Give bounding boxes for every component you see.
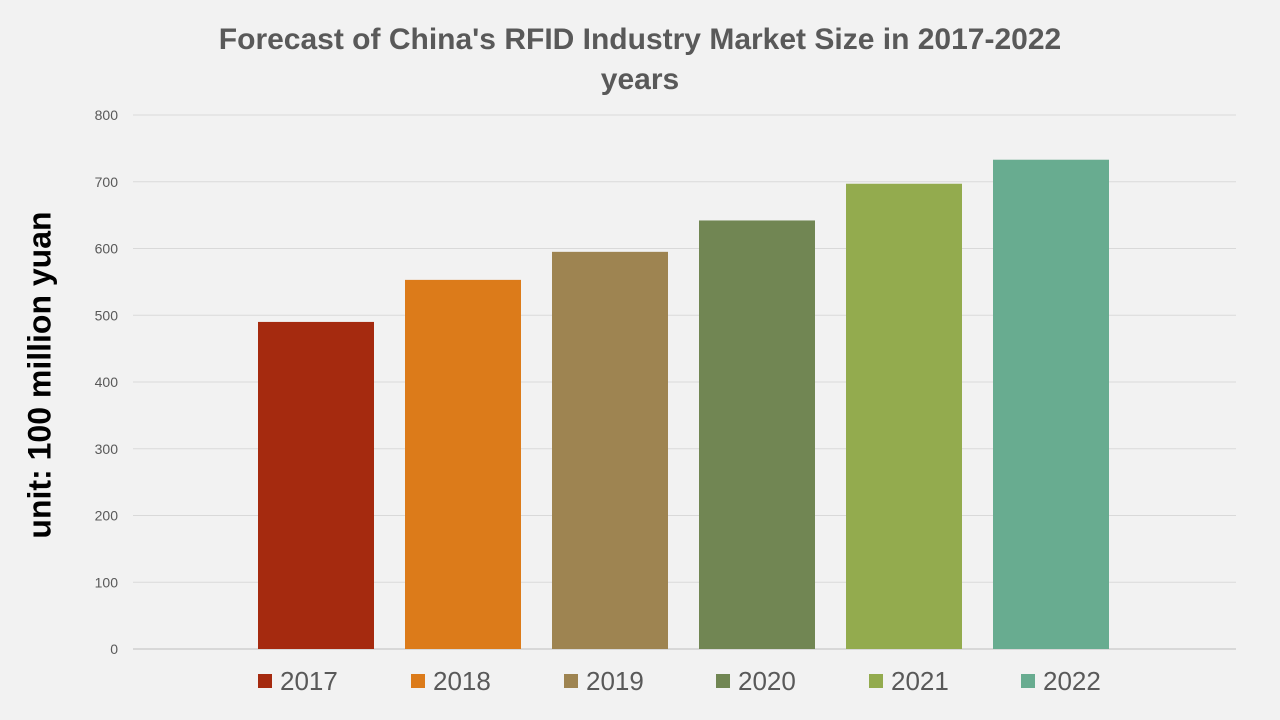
- legend-swatch-2019: [564, 674, 578, 688]
- chart-title: Forecast of China's RFID Industry Market…: [140, 20, 1140, 100]
- y-tick-label: 500: [95, 307, 119, 323]
- chart-title-line-1: Forecast of China's RFID Industry Market…: [218, 23, 1062, 56]
- legend-label-2020: 2020: [738, 666, 796, 696]
- y-tick-label: 200: [95, 508, 119, 524]
- y-tick-label: 0: [110, 641, 118, 657]
- chart-title-line-2: years: [600, 63, 680, 96]
- bar-2017: [258, 321, 374, 649]
- bar-2018: [405, 279, 521, 649]
- y-tick-label: 100: [95, 574, 119, 590]
- bar-2022: [993, 159, 1109, 649]
- bar-2020: [699, 220, 815, 649]
- y-tick-label: 700: [95, 174, 119, 190]
- legend-swatch-2018: [411, 674, 425, 688]
- bar-2021: [846, 183, 962, 649]
- legend-swatch-2021: [869, 674, 883, 688]
- legend-label-2021: 2021: [891, 666, 949, 696]
- legend-label-2019: 2019: [586, 666, 644, 696]
- y-tick-label: 400: [95, 374, 119, 390]
- bar-2019: [552, 251, 668, 649]
- legend-label-2022: 2022: [1043, 666, 1101, 696]
- legend-swatch-2017: [258, 674, 272, 688]
- y-tick-label: 600: [95, 241, 119, 257]
- legend-label-2017: 2017: [280, 666, 338, 696]
- legend-swatch-2022: [1021, 674, 1035, 688]
- legend-label-2018: 2018: [433, 666, 491, 696]
- y-tick-label: 300: [95, 441, 119, 457]
- y-tick-label: 800: [95, 107, 119, 123]
- legend-swatch-2020: [716, 674, 730, 688]
